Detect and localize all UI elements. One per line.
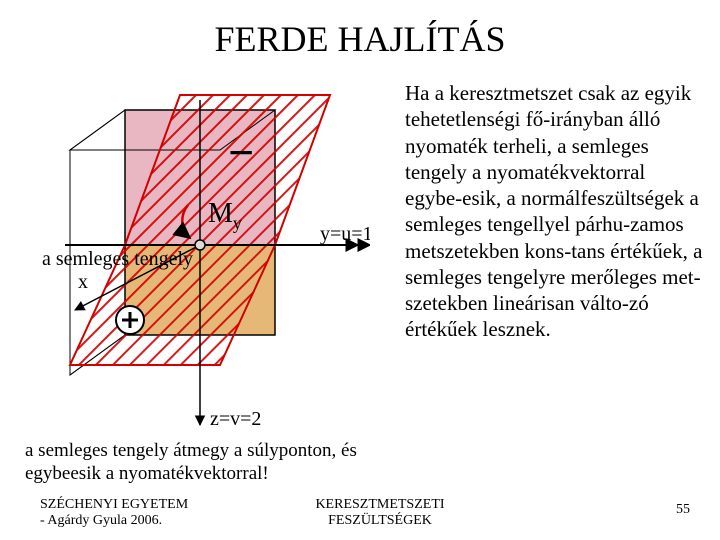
footer-center-2: FESZÜLTSÉGEK [280,513,480,529]
svg-text:z=v=2: z=v=2 [210,408,261,430]
footer-left-2: - Agárdy Gyula 2006. [40,513,240,529]
svg-text:x: x [78,271,88,293]
body-paragraph: Ha a keresztmetszet csak az egyik tehete… [405,80,705,343]
footer-center-1: KERESZTMETSZETI [280,497,480,513]
svg-text:a semleges tengely: a semleges tengely [42,248,193,270]
page-number: 55 [630,502,690,518]
slide-footer: SZÉCHENYI EGYETEM - Agárdy Gyula 2006. K… [0,497,720,537]
diagram-caption: a semleges tengely átmegy a súlyponton, … [25,440,395,486]
svg-text:−: − [228,127,254,178]
slide-title: FERDE HAJLÍTÁS [0,18,720,60]
bending-diagram: −Myy=u=1z=v=2a semleges tengelyx [30,90,370,430]
svg-text:y=u=1: y=u=1 [320,223,370,245]
footer-left-1: SZÉCHENYI EGYETEM [40,497,240,513]
